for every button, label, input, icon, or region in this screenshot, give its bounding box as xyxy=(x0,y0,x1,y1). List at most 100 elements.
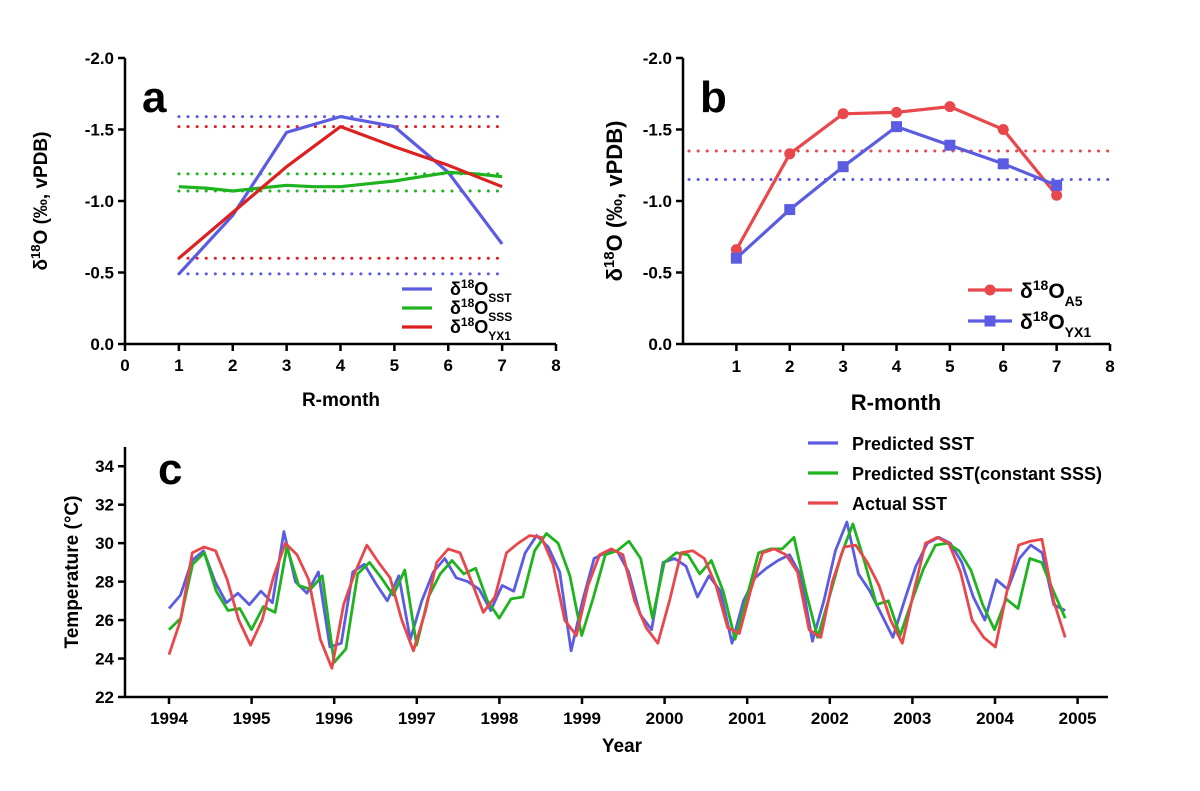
panel-b-point-square xyxy=(997,158,1009,170)
panel-c-ytick-label: 30 xyxy=(95,534,114,553)
panel-c-series xyxy=(167,520,1067,670)
panel-a-xlabel: R-month xyxy=(302,390,380,411)
panel-b-ytick-label: 0.0 xyxy=(648,335,672,354)
panel-b-legend-label: δ18OA5 xyxy=(1020,277,1083,309)
panel-c-xlabel: Year xyxy=(602,736,643,757)
panel-a-xtick-label: 0 xyxy=(120,356,129,375)
panel-a-series-line xyxy=(177,124,503,260)
panel-b-ylabel: δ18O (‰, vPDB) xyxy=(601,121,628,282)
panel-c-xtick-label: 1998 xyxy=(480,709,518,728)
panel-b-series-line xyxy=(735,124,1058,260)
panel-c-xtick-label: 1999 xyxy=(563,709,601,728)
panel-b-point-circle xyxy=(891,106,902,118)
panel-b-point-circle xyxy=(837,108,849,120)
panel-c-chart: c 22 24 26 28 30 32 34 1994 1995 1996 1997 1998 1999… xyxy=(62,434,1108,757)
panel-b-mean-lines xyxy=(687,149,1112,182)
panel-b-point-circle xyxy=(944,101,956,113)
panel-c-xtick-label: 2001 xyxy=(728,709,766,728)
panel-c-ytick-label: 32 xyxy=(95,496,114,515)
panel-b-point-circle xyxy=(730,244,742,256)
panel-a-legend-label: δ18OSST xyxy=(450,277,512,305)
panel-b-point-circle xyxy=(784,148,796,160)
panel-c-series-line xyxy=(168,522,1067,664)
panel-c-xtick-label: 2004 xyxy=(976,709,1014,728)
panel-b-point-square xyxy=(1051,179,1063,191)
panel-b-xtick-label: 8 xyxy=(1105,357,1114,376)
panel-b-legend-label: δ18OYX1 xyxy=(1020,308,1091,340)
panel-b-point-circle xyxy=(997,124,1009,135)
panel-b-point-square xyxy=(837,161,849,173)
panel-b-xtick-label: 3 xyxy=(838,357,847,376)
panel-a-xtick-label: 4 xyxy=(336,356,346,375)
panel-a-legend-label: δ18OYX1 xyxy=(450,315,511,343)
panel-c-ytick-label: 28 xyxy=(95,573,114,592)
panel-a-xtick-label: 8 xyxy=(551,356,560,375)
panel-b-point-square xyxy=(891,121,902,133)
panel-a-series-line xyxy=(178,170,503,193)
panel-c-xtick-label: 1995 xyxy=(233,709,271,728)
panel-a-limit-lines xyxy=(177,115,504,276)
panel-a-series xyxy=(177,114,504,275)
panel-c-xtick-label: 1997 xyxy=(398,709,436,728)
panel-a-xtick-label: 6 xyxy=(444,356,453,375)
panel-c-ytick-label: 24 xyxy=(95,650,114,669)
panel-b-point-square xyxy=(944,139,956,151)
panel-c-xtick-label: 2002 xyxy=(811,709,849,728)
panel-a-ytick-label: -1.5 xyxy=(85,121,114,140)
panel-b-point-square xyxy=(784,204,796,216)
panel-b-point-circle xyxy=(1051,189,1063,201)
panel-a-axes: 0.0 -0.5 -1.0 -1.5 -2.0 0 1 2 3 4 5 6 7 8 xyxy=(85,49,561,375)
panel-a-ytick-label: -2.0 xyxy=(85,49,114,68)
panel-a-xtick-label: 5 xyxy=(390,356,399,375)
panel-c-legend-label: Actual SST xyxy=(852,494,947,514)
panel-b-point-square xyxy=(730,252,742,264)
panel-b-xlabel: R-month xyxy=(851,390,941,415)
panel-a-xtick-label: 7 xyxy=(497,356,506,375)
panel-b-chart: b 0.0 -0.5 -1.0 -1.5 -2.0 1 2 3 4 5 6 7 8 R-month δ1… xyxy=(601,49,1115,415)
panel-b-xtick-label: 5 xyxy=(945,357,954,376)
panel-c-series-line xyxy=(167,534,1067,670)
panel-a-ytick-label: 0.0 xyxy=(90,335,114,354)
panel-c-ytick-label: 22 xyxy=(95,688,114,707)
panel-c-axes: 22 24 26 28 30 32 34 1994 1995 1996 1997 1998 1999 20… xyxy=(95,447,1108,728)
panel-b-xtick-label: 1 xyxy=(732,357,741,376)
panel-c-legend-label: Predicted SST xyxy=(852,434,974,454)
panel-b-ytick-label: -2.0 xyxy=(643,49,672,68)
panel-a-chart: a 0.0 -0.5 -1.0 -1.5 -2.0 0 1 2 3 4 5 6 7 8 R-month δ… xyxy=(28,49,561,411)
panel-c-xtick-label: 2000 xyxy=(646,709,684,728)
panel-c-xtick-label: 2005 xyxy=(1059,709,1097,728)
panel-b-xtick-label: 2 xyxy=(785,357,794,376)
panel-c-xtick-label: 1996 xyxy=(315,709,353,728)
panel-a-ytick-label: -1.0 xyxy=(85,192,114,211)
panel-c-xtick-label: 1994 xyxy=(150,709,188,728)
panel-b-axes: 0.0 -0.5 -1.0 -1.5 -2.0 1 2 3 4 5 6 7 8 xyxy=(643,49,1115,376)
panel-c-label: c xyxy=(158,445,182,494)
panel-b-label: b xyxy=(700,73,727,122)
panel-a-xtick-label: 3 xyxy=(282,356,291,375)
panel-a-legend-label: δ18OSSS xyxy=(450,296,512,324)
panel-b-legend-marker xyxy=(984,284,996,296)
panel-c-ylabel: Temperature (°C) xyxy=(62,496,83,649)
panel-b-ytick-label: -1.0 xyxy=(643,192,672,211)
panel-a-xtick-label: 1 xyxy=(174,356,183,375)
panel-b-ytick-label: -1.5 xyxy=(643,121,672,140)
panel-a-label: a xyxy=(142,73,167,122)
panel-c-ytick-label: 34 xyxy=(95,457,114,476)
panel-a-xtick-label: 2 xyxy=(228,356,237,375)
panel-a-series-line xyxy=(177,114,504,275)
panel-b-xtick-label: 7 xyxy=(1052,357,1061,376)
panel-c-ytick-label: 26 xyxy=(95,611,114,630)
panel-b-ytick-label: -0.5 xyxy=(643,264,672,283)
panel-c-legend-label: Predicted SST(constant SSS) xyxy=(852,464,1102,484)
panel-b-series xyxy=(730,101,1063,264)
panel-b-xtick-label: 6 xyxy=(999,357,1008,376)
panel-b-legend-marker xyxy=(984,315,996,327)
panel-c-xtick-label: 2003 xyxy=(893,709,931,728)
panel-b-xtick-label: 4 xyxy=(892,357,902,376)
panel-c-legend: Predicted SST Predicted SST(constant SSS)… xyxy=(808,434,1102,514)
panel-a-ytick-label: -0.5 xyxy=(85,264,114,283)
panel-a-ylabel: δ18O (‰, vPDB) xyxy=(28,132,53,271)
